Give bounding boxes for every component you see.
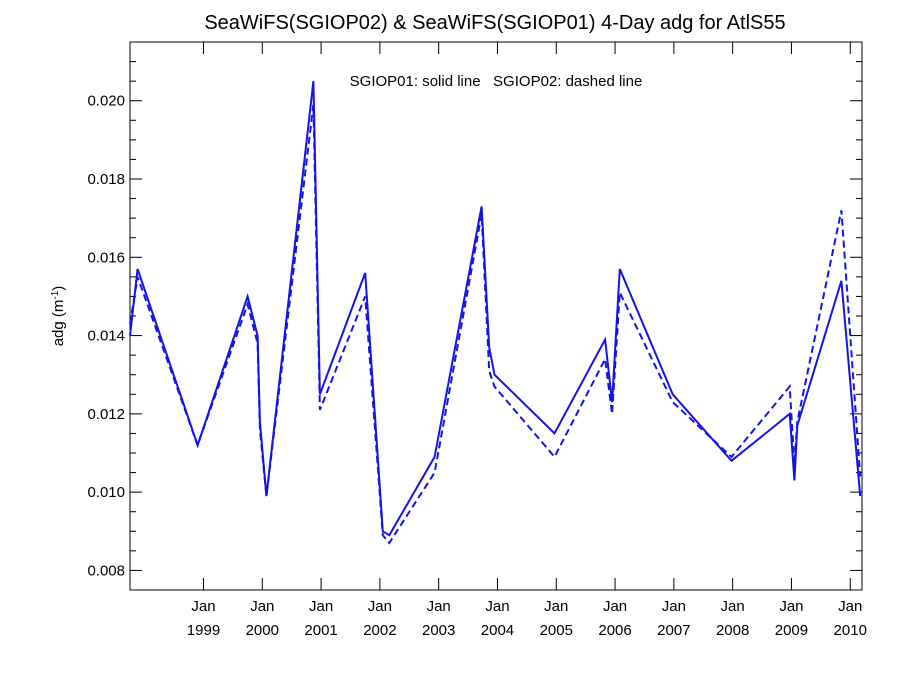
- x-tick-year: 2005: [540, 622, 573, 639]
- x-tick-month: Jan: [250, 598, 274, 615]
- x-tick-month: Jan: [191, 598, 215, 615]
- plot-frame: [129, 41, 863, 591]
- x-tick-year: 2010: [834, 622, 867, 639]
- x-tick-month: Jan: [721, 598, 745, 615]
- x-tick-month: Jan: [662, 598, 686, 615]
- y-axis-label-close: ): [50, 286, 67, 291]
- y-axis-label: adg (m-1): [50, 286, 67, 347]
- x-tick-month: Jan: [309, 598, 333, 615]
- x-tick-year: 2002: [363, 622, 396, 639]
- x-tick-year: 2006: [598, 622, 631, 639]
- x-tick-year: 2008: [716, 622, 749, 639]
- x-tick-year: 2003: [422, 622, 455, 639]
- x-tick-year: 1999: [187, 622, 220, 639]
- x-tick-month: Jan: [485, 598, 509, 615]
- x-tick-year: 2007: [657, 622, 690, 639]
- chart-annotation: SGIOP01: solid line SGIOP02: dashed line: [350, 73, 643, 90]
- x-tick-month: Jan: [427, 598, 451, 615]
- series-layer: [129, 80, 862, 545]
- y-axis-label-sup: -1: [50, 290, 61, 299]
- x-tick-year: 2001: [304, 622, 337, 639]
- axis-ticks: 0.008 0.010 0.012 0.014 0.016 0.018 0.020 Jan 19…: [87, 41, 867, 639]
- y-tick-label: 0.010: [87, 484, 125, 501]
- series-line-sgiop02: [129, 104, 862, 545]
- x-tick-year: 2004: [481, 622, 514, 639]
- y-axis-label-text: adg (m: [50, 300, 67, 347]
- x-tick-year: 2000: [246, 622, 279, 639]
- y-tick-label: 0.008: [87, 562, 125, 579]
- y-tick-label: 0.012: [87, 406, 125, 423]
- x-tick-month: Jan: [544, 598, 568, 615]
- x-tick-month: Jan: [779, 598, 803, 615]
- x-tick-month: Jan: [838, 598, 862, 615]
- series-line-sgiop01: [129, 80, 862, 537]
- x-tick-month: Jan: [603, 598, 627, 615]
- y-tick-label: 0.018: [87, 171, 125, 188]
- y-tick-label: 0.016: [87, 249, 125, 266]
- x-tick-year: 2009: [775, 622, 808, 639]
- y-tick-label: 0.014: [87, 328, 125, 345]
- x-tick-month: Jan: [368, 598, 392, 615]
- chart-title: SeaWiFS(SGIOP02) & SeaWiFS(SGIOP01) 4-Da…: [204, 12, 785, 34]
- y-tick-label: 0.020: [87, 93, 125, 110]
